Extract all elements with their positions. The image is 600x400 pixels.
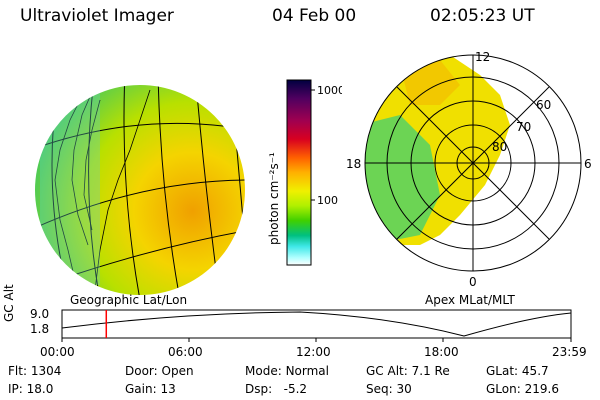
- polar-plot: 12 18 6 0 60 70 80: [346, 50, 592, 289]
- timeline-plot: [61, 309, 572, 342]
- info-dsp: Dsp: -5.2: [245, 382, 308, 396]
- time-label: 02:05:23 UT: [430, 6, 535, 26]
- timeline-ytick-low: 1.8: [30, 322, 50, 336]
- info-flt: Flt: 1304: [8, 364, 62, 378]
- lat-lon-grid: [35, 85, 245, 295]
- info-mode: Mode: Normal: [245, 364, 329, 378]
- timeline-xtick-1800: 18:00: [424, 345, 459, 359]
- info-glon: GLon: 219.6: [486, 382, 559, 396]
- timeline-ytick-high: 9.0: [30, 307, 50, 321]
- timeline-xtick-1200: 12:00: [296, 345, 331, 359]
- mlat-label-60: 60: [536, 98, 551, 112]
- mlat-label-80: 80: [492, 140, 507, 154]
- app-title: Ultraviolet Imager: [20, 6, 174, 26]
- info-glat: GLat: 45.7: [486, 364, 549, 378]
- mlt-label-12: 12: [475, 50, 490, 64]
- info-seq: Seq: 30: [366, 382, 412, 396]
- info-gcalt: GC Alt: 7.1 Re: [366, 364, 450, 378]
- mlt-label-6: 6: [584, 157, 592, 171]
- geographic-caption: Geographic Lat/Lon: [70, 293, 188, 307]
- colorbar-tick-1000: 1000: [317, 84, 342, 97]
- timeline-xtick-2359: 23:59: [552, 345, 587, 359]
- polar-caption: Apex MLat/MLT: [425, 293, 515, 307]
- colorbar-gradient: [286, 79, 312, 266]
- colorbar-tick-100: 100: [317, 194, 338, 207]
- timeline-ylabel: GC Alt: [2, 284, 16, 322]
- info-gain: Gain: 13: [125, 382, 176, 396]
- info-door: Door: Open: [125, 364, 194, 378]
- mlt-label-18: 18: [346, 157, 361, 171]
- mlat-label-70: 70: [516, 120, 531, 134]
- geographic-image: [35, 85, 245, 295]
- altitude-curve: [61, 311, 572, 337]
- timeline-xtick-0000: 00:00: [40, 345, 75, 359]
- info-ip: IP: 18.0: [8, 382, 54, 396]
- date-label: 04 Feb 00: [272, 6, 357, 26]
- mlt-label-0: 0: [469, 275, 477, 289]
- timeline-xtick-0600: 06:00: [168, 345, 203, 359]
- colorbar: 1000 100 photon cm⁻²s⁻¹: [267, 79, 342, 266]
- colorbar-label: photon cm⁻²s⁻¹: [267, 152, 281, 245]
